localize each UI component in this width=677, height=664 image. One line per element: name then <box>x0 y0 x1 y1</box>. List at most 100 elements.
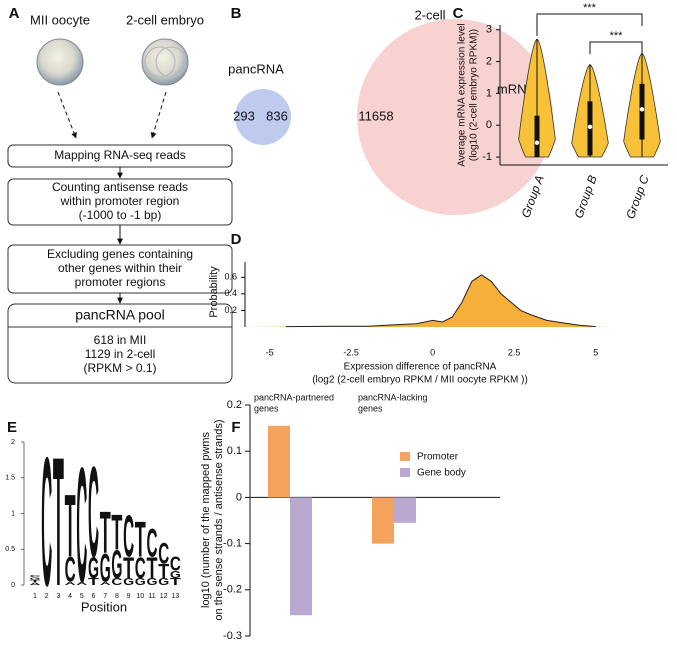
logo-letter: G <box>30 577 41 581</box>
pool-text: 1129 in 2-cell <box>85 347 156 361</box>
x-axis-label: Expression difference of pancRNA <box>344 362 497 373</box>
y-tick-label: -0.3 <box>223 630 242 642</box>
blastomere <box>155 46 187 78</box>
pool-title: pancRNA pool <box>75 307 165 323</box>
logo-letter: G <box>170 570 181 581</box>
y-tick-label: -0.2 <box>223 584 242 596</box>
y-tick-label: 0.2 <box>224 305 237 315</box>
y-tick-label: -1 <box>482 151 492 163</box>
step-text: other genes within their <box>58 261 182 275</box>
venn-title: 2-cell <box>414 7 445 22</box>
logo-letter: T <box>123 552 134 585</box>
significance-bracket <box>589 41 643 54</box>
panel-label: D <box>231 231 242 248</box>
x-tick-label: 9 <box>127 593 131 600</box>
logo-letter: T <box>111 506 122 561</box>
x-axis-label: Position <box>81 599 127 614</box>
y-tick-label: 0.2 <box>227 399 242 411</box>
venn-set <box>357 19 553 215</box>
logo-letter: C <box>170 554 181 576</box>
y-tick-label: 0.5 <box>5 546 15 553</box>
bar <box>290 497 312 616</box>
venn-count: 836 <box>266 108 288 123</box>
median <box>639 107 645 112</box>
logo-letter: C <box>123 504 134 570</box>
y-tick-label: 0 <box>236 491 242 503</box>
panel-label: B <box>231 5 242 22</box>
legend-label: Promoter <box>417 452 459 463</box>
logo-letter: T <box>53 419 64 624</box>
venn-count: 11658 <box>358 108 393 123</box>
x-tick-label: -2.5 <box>343 347 359 357</box>
logo-letter: C <box>111 577 122 588</box>
logo-letter: G <box>147 577 158 588</box>
x-tick-label: 2 <box>45 593 49 600</box>
y-tick-label: 0 <box>486 119 492 131</box>
x-tick-label: 1 <box>33 593 37 600</box>
logo-letter: T <box>158 561 169 583</box>
y-tick-label: 0.4 <box>224 288 237 298</box>
logo-letter: C <box>30 575 41 578</box>
panel-label: E <box>7 419 17 436</box>
density-area <box>237 274 612 327</box>
blastomere <box>144 46 176 78</box>
iqr-box <box>639 83 645 140</box>
x-tick-label: 5 <box>80 593 84 600</box>
x-tick-label: 3 <box>56 593 60 600</box>
y-tick-label: 3 <box>486 24 492 36</box>
x-tick-label: 7 <box>103 593 107 600</box>
logo-letter: T <box>147 552 158 585</box>
panel-label: C <box>453 5 464 22</box>
step-text: promoter regions <box>75 275 166 289</box>
y-tick-label: 2 <box>486 55 492 67</box>
cell-image <box>36 38 84 86</box>
logo-letter: T <box>65 475 76 576</box>
x-tick-label: 4 <box>68 593 72 600</box>
logo-letter: C <box>65 551 76 590</box>
dashed-arrow <box>57 91 77 139</box>
step-text: (-1000 to -1 bp) <box>79 208 162 222</box>
significance-label: *** <box>583 2 597 14</box>
x-axis-label: (log2 (2-cell embryo RPKM / MII oocyte R… <box>312 375 528 386</box>
step-text: Mapping RNA-seq reads <box>54 148 185 162</box>
legend-label: Gene body <box>417 468 466 479</box>
logo-letter: G <box>135 577 146 588</box>
step-text: Excluding genes containing <box>47 247 193 261</box>
x-tick-label: 10 <box>136 593 144 600</box>
bar <box>268 425 290 498</box>
logo-letter: A <box>65 581 76 586</box>
image-caption: MII oocyte <box>30 12 90 27</box>
panel-label: A <box>9 5 20 22</box>
pool-text: (RPKM > 0.1) <box>83 361 156 375</box>
pool-text: 618 in MII <box>94 333 147 347</box>
significance-label: *** <box>610 30 624 42</box>
y-tick-label: 1 <box>11 510 15 517</box>
y-axis-label: on the sense strands / antisense strands… <box>213 419 225 620</box>
y-axis-label: (log10 (2-cell embryo RPKM)) <box>469 29 480 161</box>
x-tick-label: Group B <box>571 173 599 220</box>
y-tick-label: 1.5 <box>5 475 15 482</box>
y-axis-label: Average mRNA expression level <box>457 23 468 166</box>
logo-letter: C <box>135 552 146 585</box>
cell-image <box>141 38 189 86</box>
x-tick-label: 2.5 <box>508 347 521 357</box>
y-tick-label: 0.1 <box>227 445 242 457</box>
median <box>534 140 540 145</box>
x-tick-label: 13 <box>172 593 180 600</box>
x-tick-label: 5 <box>593 347 598 357</box>
y-axis-label: Probability <box>208 266 220 318</box>
logo-letter: A <box>30 582 42 586</box>
pool-box <box>7 303 233 384</box>
logo-letter: G <box>88 552 99 585</box>
logo-letter: C <box>158 538 169 571</box>
category-label: pancRNA-lacking <box>358 392 428 402</box>
venn-set <box>235 89 291 145</box>
x-tick-label: 6 <box>92 593 96 600</box>
x-tick-label: 8 <box>115 593 119 600</box>
logo-letter: T <box>30 580 41 583</box>
logo-letter: G <box>158 577 169 588</box>
legend-swatch <box>400 468 410 477</box>
x-tick-label: Group C <box>623 173 652 221</box>
x-tick-label: 12 <box>160 593 168 600</box>
